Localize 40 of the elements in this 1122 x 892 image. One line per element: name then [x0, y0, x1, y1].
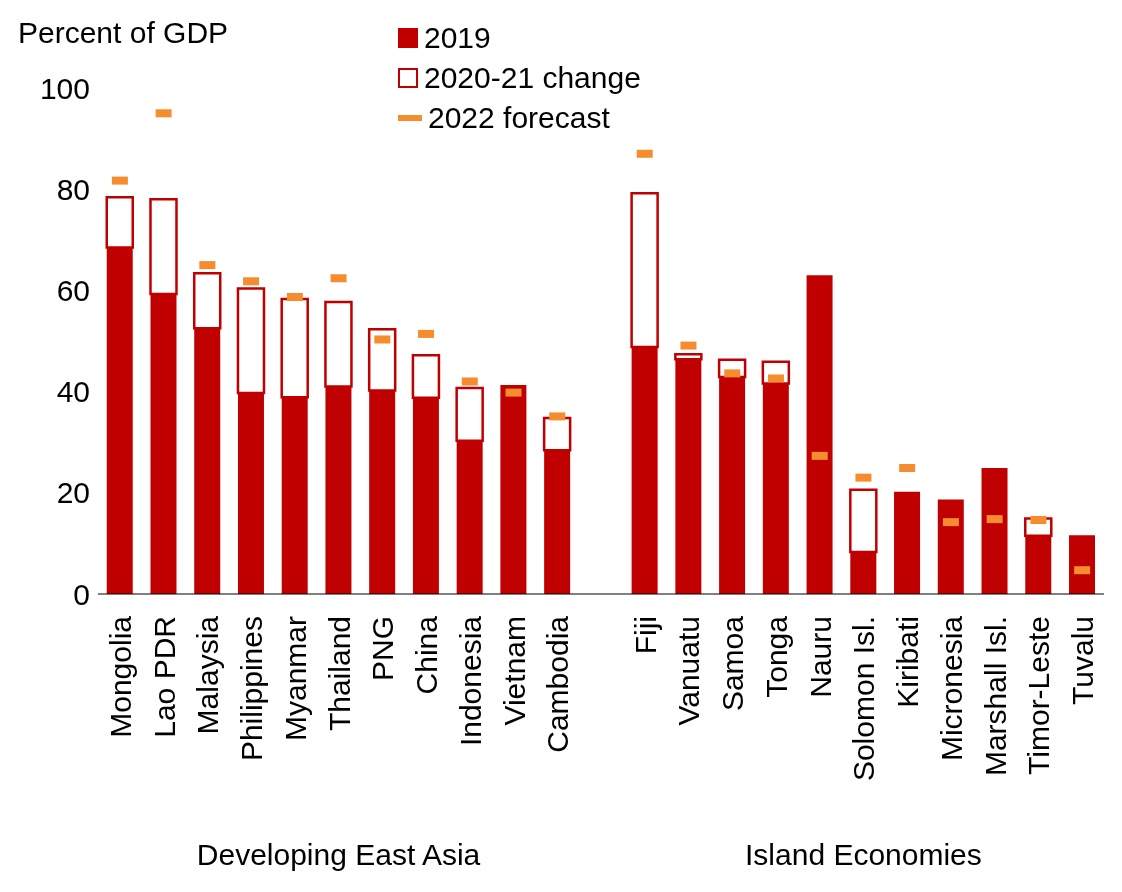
bar: [1069, 535, 1096, 594]
x-tick-label: Lao PDR: [147, 616, 181, 738]
x-tick-label: Samoa: [716, 615, 750, 712]
bar: [981, 468, 1008, 594]
bar: [894, 491, 921, 594]
x-tick-label: Thailand: [322, 616, 356, 732]
legend-label: 2020-21 change: [424, 60, 641, 96]
x-tick-label: Tuvalu: [1066, 616, 1100, 705]
x-tick-label: Micronesia: [934, 615, 968, 762]
x-tick-label: Solomon Isl.: [847, 616, 881, 782]
x-tick-label: Vietnam: [497, 616, 531, 726]
x-tick-label: Marshall Isl.: [978, 616, 1012, 777]
x-tick-label: Tonga: [759, 615, 793, 698]
x-tick-label: Indonesia: [453, 615, 487, 747]
x-tick-label: Timor-Leste: [1022, 616, 1056, 775]
x-tick-label: China: [410, 615, 444, 695]
text: Island Economies: [744, 838, 983, 872]
x-tick-label: Philippines: [235, 616, 269, 762]
y-tick-label: 20: [56, 476, 90, 510]
bar: [500, 385, 527, 594]
y-tick-label: 60: [56, 274, 90, 308]
y-tick-label: 40: [56, 375, 90, 409]
x-tick-label: Myanmar: [278, 616, 312, 742]
y-tick-label: 100: [39, 71, 90, 105]
x-tick-label: Kiribati: [891, 616, 925, 708]
y-axis-title: Percent of GDP: [18, 16, 229, 50]
x-tick-label: Mongolia: [103, 615, 137, 738]
legend-label: 2022 forecast: [428, 100, 610, 136]
legend-label: 2019: [424, 20, 491, 56]
x-tick-label: Nauru: [803, 616, 837, 698]
x-tick-label: PNG: [366, 616, 400, 682]
x-tick-label: Vanuatu: [672, 616, 706, 726]
x-tick-label: Fiji: [628, 616, 662, 655]
bar: [937, 499, 964, 594]
x-tick-label: Cambodia: [541, 615, 575, 753]
y-tick-label: 0: [73, 577, 90, 611]
bar: [806, 275, 833, 594]
text: Developing East Asia: [195, 838, 482, 872]
x-tick-label: Malaysia: [191, 615, 225, 735]
y-tick-label: 80: [56, 172, 90, 206]
